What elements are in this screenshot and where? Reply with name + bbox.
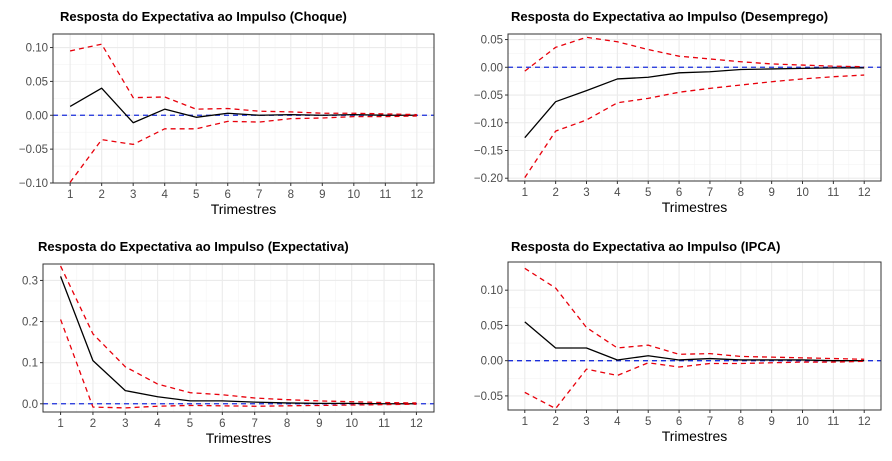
- x-tick-label: 2: [90, 418, 96, 430]
- y-tick-label: 0.05: [481, 320, 503, 332]
- x-tick-label: 4: [161, 189, 168, 201]
- x-tick-label: 3: [583, 416, 589, 428]
- plot-border: [507, 261, 882, 411]
- x-tick-label: 4: [154, 418, 161, 430]
- y-tick-label: 0.00: [481, 62, 503, 74]
- x-tick-label: 5: [187, 418, 193, 430]
- x-tick-label: 7: [251, 418, 257, 430]
- y-tick-label: 0.2: [22, 317, 38, 329]
- y-tick-label: −0.20: [474, 173, 503, 185]
- x-tick-label: 1: [522, 416, 528, 428]
- x-tick-label: 8: [738, 416, 744, 428]
- series-line-irf: [524, 67, 865, 139]
- panel-2: −0.20−0.15−0.10−0.050.000.051 2 3 4 5 6 7 8 9 10 1…: [474, 9, 882, 215]
- x-tick-label: 7: [707, 416, 713, 428]
- x-tick-label: 11: [827, 416, 839, 428]
- x-tick-label: 11: [827, 187, 839, 199]
- x-tick-label: 5: [645, 187, 651, 199]
- x-tick-label: 9: [768, 416, 774, 428]
- x-tick-label: 9: [316, 418, 322, 430]
- x-tick-label: 4: [614, 187, 621, 199]
- x-tick-label: 6: [219, 418, 225, 430]
- y-tick-label: 0.10: [481, 285, 503, 297]
- x-tick-label: 8: [284, 418, 290, 430]
- x-axis-title: Trimestres: [206, 430, 272, 446]
- y-tick-label: 0.3: [22, 275, 38, 287]
- y-tick-label: −0.05: [474, 391, 503, 403]
- x-tick-label: 10: [345, 418, 358, 430]
- y-tick-label: 0.00: [481, 356, 503, 368]
- y-tick-label: 0.1: [22, 358, 38, 370]
- panel-3: 0.00.10.20.31 2 3 4 5 6 7 8 9 10 11 12TrimestresRes…: [22, 239, 435, 446]
- x-tick-label: 12: [410, 189, 423, 201]
- x-tick-label: 8: [738, 187, 744, 199]
- series-line-upper: [70, 43, 417, 116]
- x-tick-label: 4: [614, 416, 621, 428]
- x-axis-title: Trimestres: [211, 201, 277, 217]
- panel-title: Resposta do Expectativa ao Impulso (Choq…: [60, 9, 347, 24]
- series-line-lower: [69, 115, 417, 183]
- x-tick-label: 2: [552, 416, 558, 428]
- y-tick-label: −0.10: [19, 178, 48, 190]
- x-tick-label: 6: [676, 187, 682, 199]
- x-tick-label: 2: [552, 187, 558, 199]
- y-tick-label: −0.10: [474, 118, 503, 130]
- series-line-lower: [524, 360, 865, 410]
- x-tick-label: 12: [410, 418, 423, 430]
- x-tick-label: 12: [858, 187, 871, 199]
- x-axis-title: Trimestres: [662, 199, 728, 215]
- x-tick-label: 6: [676, 416, 682, 428]
- x-tick-label: 1: [57, 418, 63, 430]
- y-tick-label: 0.05: [481, 35, 503, 47]
- panel-title: Resposta do Expectativa ao Impulso (IPCA…: [511, 239, 780, 254]
- x-tick-label: 10: [347, 189, 360, 201]
- plot-border: [507, 33, 882, 182]
- x-tick-label: 5: [645, 416, 651, 428]
- x-tick-label: 1: [67, 189, 73, 201]
- y-tick-label: 0.10: [26, 43, 48, 55]
- y-tick-label: −0.05: [19, 144, 48, 156]
- y-tick-label: 0.0: [22, 399, 38, 411]
- series-line-lower: [524, 74, 865, 179]
- panel-title: Resposta do Expectativa ao Impulso (Expe…: [38, 239, 349, 254]
- x-axis-title: Trimestres: [662, 428, 728, 444]
- panel-title: Resposta do Expectativa ao Impulso (Dese…: [511, 9, 828, 24]
- x-tick-label: 10: [796, 416, 809, 428]
- series-line-irf: [69, 87, 417, 124]
- plot-border: [52, 33, 435, 184]
- series-line-irf: [524, 321, 865, 362]
- x-tick-label: 6: [225, 189, 231, 201]
- series-line-upper: [524, 36, 865, 72]
- x-tick-label: 9: [768, 187, 774, 199]
- series-line-upper: [524, 267, 865, 360]
- x-tick-label: 11: [378, 418, 390, 430]
- x-tick-label: 2: [98, 189, 104, 201]
- y-tick-label: −0.05: [474, 90, 503, 102]
- x-tick-label: 3: [130, 189, 136, 201]
- y-tick-label: −0.15: [474, 145, 503, 157]
- x-tick-label: 5: [193, 189, 199, 201]
- x-tick-label: 7: [256, 189, 262, 201]
- x-tick-label: 1: [522, 187, 528, 199]
- panel-1: −0.10−0.050.000.050.101 2 3 4 5 6 7 8 9 10 11 12Tri…: [19, 9, 435, 217]
- x-tick-label: 11: [379, 189, 391, 201]
- series-line-lower: [59, 319, 417, 409]
- y-tick-label: 0.00: [26, 110, 48, 122]
- x-tick-label: 9: [319, 189, 325, 201]
- x-tick-label: 3: [583, 187, 589, 199]
- x-tick-label: 3: [122, 418, 128, 430]
- x-tick-label: 7: [707, 187, 713, 199]
- panel-4: −0.050.000.050.101 2 3 4 5 6 7 8 9 10 11 12Trimestr…: [474, 239, 882, 444]
- x-tick-label: 8: [288, 189, 294, 201]
- plot-border: [42, 263, 435, 413]
- y-tick-label: 0.05: [26, 76, 48, 88]
- x-tick-label: 12: [858, 416, 871, 428]
- x-tick-label: 10: [796, 187, 809, 199]
- series-line-irf: [59, 276, 417, 405]
